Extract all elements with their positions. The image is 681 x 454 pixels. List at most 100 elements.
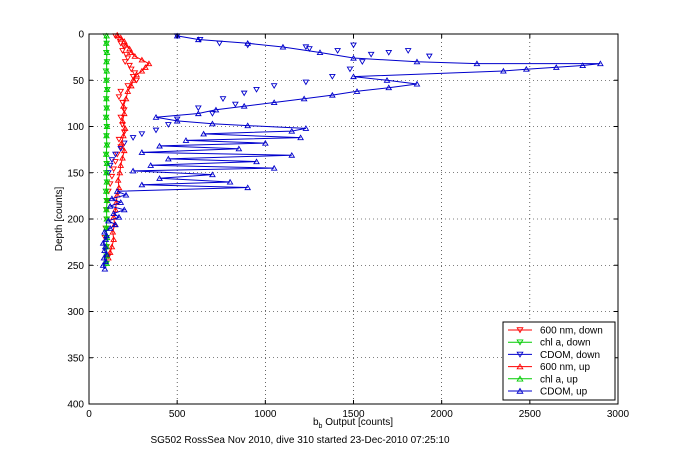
legend-label: CDOM, down	[540, 350, 600, 361]
data-point	[103, 49, 111, 56]
axis-ticks: 0 500 1000 1500 2000 2500 3000 0 50 100 150 200 250 3…	[67, 30, 629, 421]
data-point	[279, 43, 287, 50]
data-point	[110, 210, 118, 216]
data-point	[115, 136, 123, 143]
data-point	[117, 114, 125, 121]
y-tick-label: 150	[67, 168, 84, 179]
legend-marker	[516, 363, 524, 370]
data-point	[173, 116, 181, 123]
data-point	[316, 49, 324, 56]
legend-marker	[516, 387, 524, 394]
data-point	[108, 157, 116, 164]
data-point	[103, 67, 111, 74]
data-point	[112, 159, 119, 165]
data-point	[103, 178, 111, 185]
data-point	[129, 167, 137, 174]
y-tick-label: 400	[67, 400, 84, 411]
data-point	[103, 95, 110, 102]
figure-caption: SG502 RossSea Nov 2010, dive 310 started…	[150, 435, 450, 446]
data-point	[127, 82, 135, 89]
data-point	[499, 67, 507, 74]
data-point	[138, 149, 146, 155]
data-point	[147, 162, 155, 168]
data-point	[115, 213, 123, 220]
data-point	[425, 53, 433, 60]
data-point	[122, 41, 130, 48]
y-tick-label: 250	[67, 261, 84, 272]
legend-item: chl a, up	[508, 374, 578, 385]
data-point	[113, 31, 121, 38]
data-point	[194, 110, 202, 117]
x-tick-label: 2000	[431, 409, 454, 420]
legend-label: CDOM, up	[540, 387, 588, 398]
data-point	[244, 184, 252, 191]
data-point	[119, 48, 126, 54]
data-point	[99, 262, 107, 268]
data-point	[413, 80, 421, 87]
data-point	[112, 151, 119, 158]
legend-item: CDOM, up	[508, 387, 588, 398]
data-point	[385, 49, 393, 56]
data-point	[124, 83, 132, 90]
data-point	[106, 225, 114, 231]
data-point	[99, 239, 107, 246]
data-point	[120, 147, 128, 154]
data-point	[103, 86, 111, 93]
data-point	[101, 243, 109, 250]
data-point	[117, 146, 125, 152]
data-point	[358, 59, 366, 65]
data-point	[115, 184, 123, 191]
data-point	[164, 155, 172, 162]
x-tick-label: 500	[169, 409, 186, 420]
data-point	[404, 48, 412, 54]
data-point	[120, 38, 128, 44]
data-point	[124, 55, 132, 62]
legend-marker	[516, 351, 524, 358]
data-point	[108, 173, 116, 180]
data-point	[156, 142, 163, 149]
data-point	[367, 51, 375, 58]
data-point	[596, 60, 604, 67]
legend-item: 600 nm, down	[508, 326, 603, 337]
data-point	[212, 106, 220, 113]
data-point	[103, 206, 110, 213]
data-point	[117, 34, 125, 41]
data-point	[209, 171, 216, 178]
data-point	[101, 228, 108, 235]
legend-marker	[516, 339, 524, 346]
series-cdom-up	[99, 32, 604, 272]
data-point	[328, 74, 336, 80]
data-point	[103, 250, 111, 257]
grid	[89, 34, 618, 404]
data-point	[194, 36, 202, 43]
data-point	[138, 56, 146, 63]
data-point	[240, 90, 248, 97]
data-point	[127, 66, 135, 73]
data-point	[152, 127, 160, 134]
data-point	[112, 199, 120, 205]
data-point	[182, 137, 190, 143]
data-point	[209, 120, 216, 127]
data-point	[579, 62, 587, 68]
y-tick-label: 0	[78, 30, 84, 41]
data-point	[106, 249, 114, 255]
data-point	[226, 178, 234, 185]
data-point	[306, 46, 313, 53]
y-tick-label: 350	[67, 353, 84, 364]
data-point	[126, 45, 133, 52]
data-point	[121, 59, 129, 65]
data-point	[102, 40, 110, 46]
legend-marker	[516, 327, 524, 334]
series-chl-a-up	[102, 32, 111, 266]
data-point	[103, 197, 111, 204]
data-point	[127, 49, 135, 56]
data-point	[124, 88, 132, 94]
data-point	[240, 102, 248, 109]
data-point	[244, 40, 252, 46]
data-point	[119, 154, 126, 161]
data-point	[105, 170, 112, 176]
data-point	[334, 48, 342, 54]
data-point	[103, 141, 111, 148]
